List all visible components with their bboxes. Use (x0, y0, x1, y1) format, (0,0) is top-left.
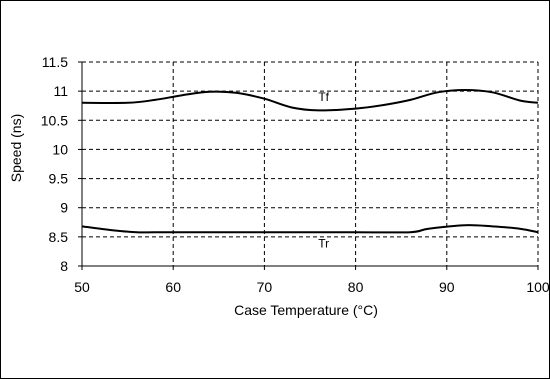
x-axis-title: Case Temperature (°C) (234, 302, 378, 318)
y-tick-label: 9 (60, 200, 68, 216)
y-tick-label: 8.5 (49, 229, 69, 245)
x-tick-label: 100 (526, 279, 550, 295)
y-tick-label: 11.5 (42, 54, 68, 70)
grid (82, 61, 539, 266)
plot-area (78, 61, 539, 270)
x-tick-label: 50 (74, 279, 90, 295)
x-tick-label: 90 (439, 279, 455, 295)
x-tick-label: 70 (257, 279, 273, 295)
y-tick-label: 10 (52, 141, 68, 157)
series-labels: Tf Tr (318, 90, 329, 250)
x-tick-label: 60 (165, 279, 181, 295)
y-tick-labels: 8 8.5 9 9.5 10 10.5 11 11.5 (41, 54, 68, 274)
y-tick-label: 8 (60, 258, 68, 274)
series-label-tf: Tf (318, 90, 329, 104)
y-tick-label: 11 (53, 83, 68, 99)
series-label-tr: Tr (318, 236, 329, 250)
y-axis-title: Speed (ns) (8, 114, 24, 182)
series-lines (81, 88, 539, 234)
series-line-tf (81, 88, 539, 112)
y-tick-label: 10.5 (41, 112, 68, 128)
series-line-tr (81, 224, 539, 234)
y-tick-label: 9.5 (49, 171, 69, 187)
x-tick-label: 80 (348, 279, 364, 295)
x-tick-labels: 50 60 70 80 90 100 (74, 279, 550, 295)
